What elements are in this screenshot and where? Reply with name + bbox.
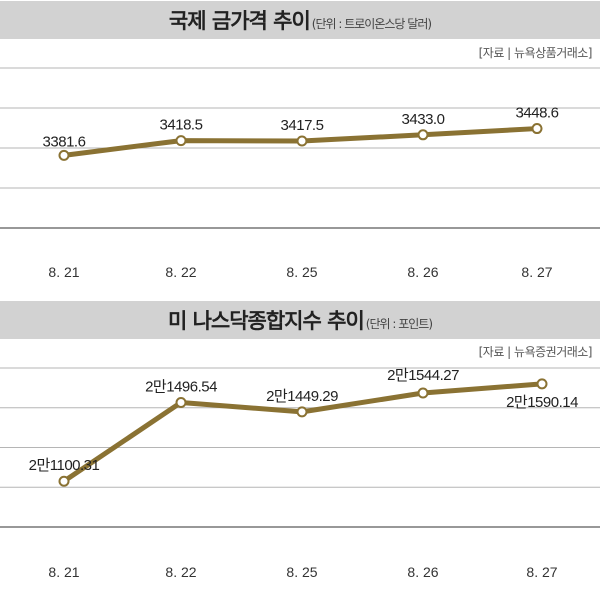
data-point [531,123,543,135]
data-label: 3381.6 [43,133,86,150]
chart1-unit: (단위 : 트로이온스당 달러) [311,16,432,31]
chart2-title: 미 나스닥종합지수 추이 [167,309,365,333]
chart1-title: 국제 금가격 추이 [168,9,311,33]
data-point [58,149,70,161]
x-tick-label: 8. 26 [407,264,438,280]
data-point [417,387,429,399]
chart1-source: [자료 | 뉴욕상품거래소] [478,46,593,60]
data-point [417,129,429,141]
data-point [175,396,187,408]
x-tick-label: 8. 22 [165,564,196,580]
data-label: 3433.0 [402,111,445,128]
chart2-unit: (단위 : 포인트) [365,316,433,331]
chart2-title-bar: 미 나스닥종합지수 추이 (단위 : 포인트) [0,301,600,339]
data-point [58,475,70,487]
chart1-title-bar: 국제 금가격 추이 (단위 : 트로이온스당 달러) [0,1,600,39]
chart2-source: [자료 | 뉴욕증권거래소] [478,345,593,359]
data-label: 3448.6 [516,105,559,122]
data-point [536,378,548,390]
x-tick-label: 8. 26 [407,564,438,580]
data-label: 2만1449.29 [266,388,338,405]
data-label: 2만1100.31 [29,457,100,474]
data-label: 2만1496.54 [145,378,217,395]
x-tick-label: 8. 27 [526,564,557,580]
x-tick-label: 8. 25 [286,264,317,280]
x-tick-label: 8. 25 [286,564,317,580]
data-point [175,135,187,147]
data-point [296,406,308,418]
x-tick-label: 8. 21 [48,564,79,580]
data-label: 3418.5 [160,117,203,134]
data-label: 3417.5 [281,117,324,134]
data-label: 2만1544.27 [387,367,459,384]
data-point [296,135,308,147]
x-tick-label: 8. 21 [48,264,79,280]
data-label: 2만1590.14 [506,394,578,411]
x-tick-label: 8. 22 [165,264,196,280]
x-tick-label: 8. 27 [521,264,552,280]
